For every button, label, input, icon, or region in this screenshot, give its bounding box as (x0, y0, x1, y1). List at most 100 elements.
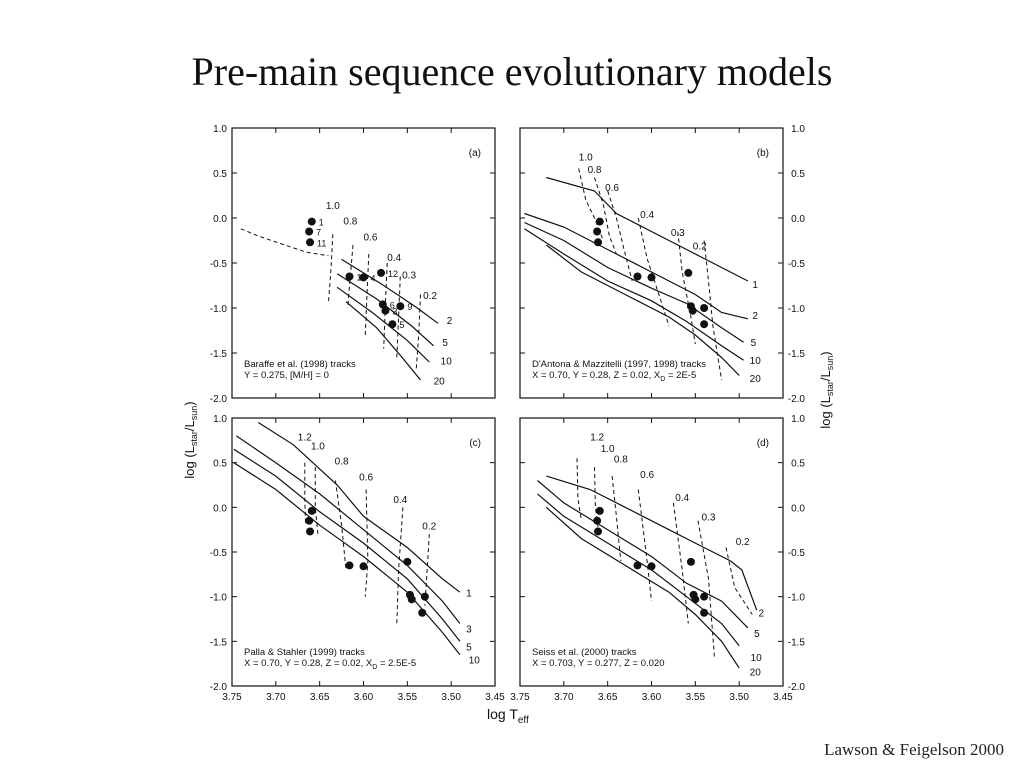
mass-track-label: 0.4 (393, 495, 407, 506)
star-label: 12 (388, 269, 398, 279)
y-tick-label: 1.0 (213, 414, 227, 425)
mass-track-label: 0.3 (702, 513, 716, 524)
star-point (396, 302, 405, 311)
isochrone-2-line (524, 212, 749, 320)
isochrone-5-line (537, 480, 749, 629)
track-tail-line (240, 228, 329, 257)
panel-d: 3.75 3.70 3.65 3.60 3.55 3.50 3.45 1.0 0.5 0.0 -0.… (510, 414, 805, 703)
isochrone-label: 10 (751, 653, 763, 664)
star-point (305, 516, 314, 525)
mass-track-label: 1.0 (601, 444, 615, 455)
mass-track-label: 1.0 (311, 441, 325, 452)
isochrone-label: 5 (751, 338, 757, 349)
mass-track-label: 1.0 (579, 152, 593, 163)
y-tick-label: -2.0 (788, 394, 806, 405)
x-tick-label: 3.70 (266, 692, 286, 703)
panel-caption-line2: X = 0.703, Y = 0.277, Z = 0.020 (532, 658, 665, 669)
star-label: 6 (390, 300, 395, 310)
mass-track-label: 0.8 (335, 456, 349, 467)
star-label: 9 (407, 302, 412, 312)
x-tick-label: 3.60 (642, 692, 662, 703)
mass-track-label: 0.2 (736, 537, 750, 548)
isochrone-label: 20 (750, 667, 762, 678)
mass-track-0.8-line (594, 177, 617, 255)
star-point (593, 516, 602, 525)
mass-track-label: 0.2 (693, 242, 707, 253)
y-axis-label-right: log (Lstar/Lsun) (818, 351, 835, 428)
y-tick-label: -0.5 (788, 548, 806, 559)
panels-group: 1.00.50.0-0.5-1.0-1.5-2.02510201.00.80.6… (210, 124, 806, 703)
star-point (307, 217, 316, 226)
x-tick-label: 3.50 (441, 692, 461, 703)
mass-track-0.8-line (611, 476, 622, 561)
star-point (594, 527, 603, 536)
isochrone-label: 5 (442, 338, 448, 349)
panel-letter: (b) (757, 148, 769, 159)
y-tick-label: -0.5 (788, 259, 806, 270)
star-point (381, 306, 390, 315)
star-point (633, 272, 642, 281)
panel-caption-line1: Palla & Stahler (1999) tracks (244, 647, 365, 658)
star-point (686, 557, 695, 566)
y-tick-label: 1.0 (213, 124, 227, 135)
mass-track-0.2-line (703, 240, 723, 381)
mass-track-label: 0.6 (640, 470, 654, 481)
star-label: 3 (392, 307, 397, 317)
mass-track-0.6-line (364, 253, 370, 336)
plot-frame (231, 127, 496, 399)
star-point (345, 272, 354, 281)
mass-track-label: 0.8 (343, 216, 357, 227)
star-point (307, 506, 316, 515)
plot-frame (519, 417, 784, 687)
isochrone-label: 1 (752, 280, 758, 291)
y-tick-label: -1.0 (788, 593, 806, 604)
star-point (377, 268, 386, 277)
mass-track-label: 0.8 (588, 165, 602, 176)
star-point (407, 595, 416, 604)
y-tick-label: -2.0 (788, 682, 806, 693)
star-point (378, 300, 387, 309)
isochrone-label: 20 (434, 377, 446, 388)
mass-track-label: 0.3 (671, 228, 685, 239)
isochrone-5-line (524, 221, 744, 343)
y-tick-label: -0.5 (210, 548, 228, 559)
y-tick-label: 0.5 (213, 459, 227, 470)
x-tick-label: 3.75 (510, 692, 530, 703)
x-tick-label: 3.70 (554, 692, 574, 703)
star-label: 7 (316, 228, 321, 238)
mass-track-0.8-line (334, 480, 347, 570)
isochrone-label: 2 (752, 311, 758, 322)
y-tick-label: -1.5 (788, 349, 806, 360)
isochrone-label: 2 (447, 316, 453, 327)
star-point (684, 268, 693, 277)
star-point (633, 561, 642, 570)
star-point (345, 561, 354, 570)
isochrone-label: 5 (754, 629, 760, 640)
x-tick-label: 3.55 (398, 692, 418, 703)
mass-track-label: 0.6 (364, 233, 378, 244)
mass-track-0.6-line (364, 489, 369, 597)
panel-caption-line1: Seiss et al. (2000) tracks (532, 647, 637, 658)
y-tick-label: -1.0 (210, 593, 228, 604)
star-label: 5 (399, 320, 404, 330)
star-point (647, 562, 656, 571)
y-tick-label: -0.5 (210, 259, 228, 270)
y-tick-label: -1.5 (210, 637, 228, 648)
x-axis-label: log Teff (487, 706, 529, 726)
mass-track-0.3-line (697, 520, 716, 660)
y-tick-label: -2.0 (210, 394, 228, 405)
panel-c: 3.75 3.70 3.65 3.60 3.55 3.50 3.45 1.0 0.5 0.0 -0.… (210, 414, 505, 703)
star-point (700, 592, 709, 601)
panel-a: 1.00.50.0-0.5-1.0-1.5-2.02510201.00.80.6… (210, 124, 496, 405)
panel-b: 1.00.50.0-0.5-1.0-1.5-2.012510201.00.80.… (519, 124, 806, 405)
plot-frame (231, 417, 496, 687)
panel-caption-line1: D'Antona & Mazzitelli (1997, 1998) track… (532, 359, 706, 370)
star-point (595, 506, 604, 515)
isochrone-label: 10 (441, 357, 453, 368)
star-point (700, 320, 709, 329)
mass-track-label: 0.4 (387, 253, 401, 264)
mass-track-1.0-line (314, 467, 319, 535)
mass-track-label: 1.0 (326, 201, 340, 212)
y-tick-label: -2.0 (210, 682, 228, 693)
